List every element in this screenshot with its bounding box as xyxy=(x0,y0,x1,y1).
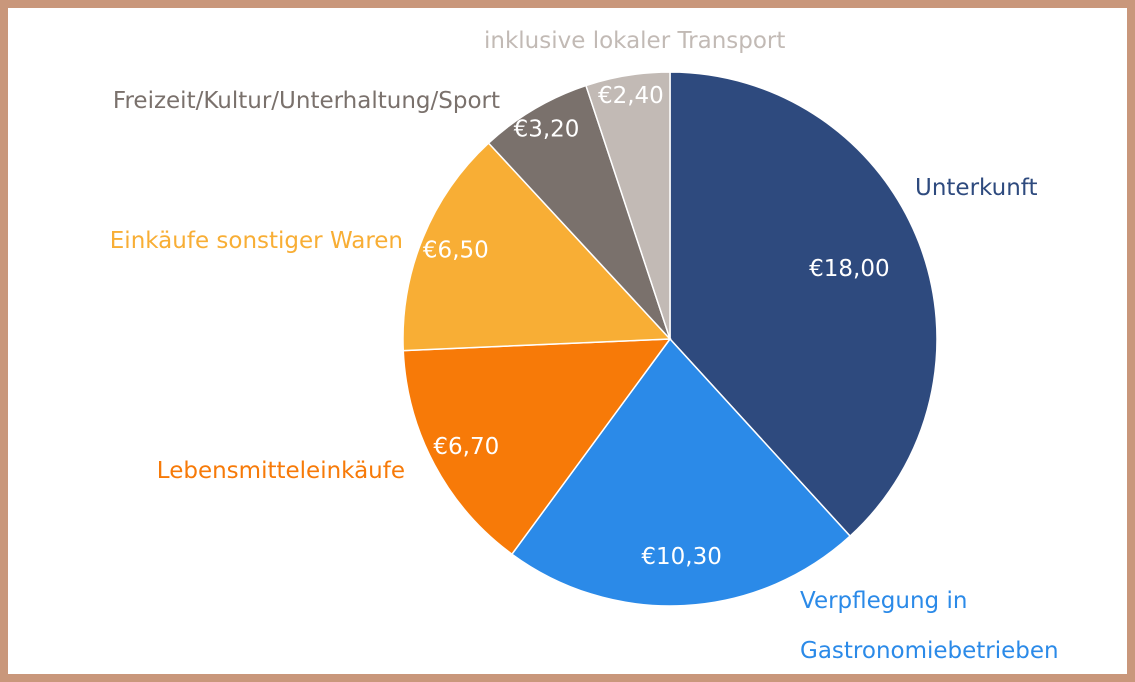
category-label: inklusive lokaler Transport xyxy=(484,28,786,54)
pie-slice xyxy=(510,337,852,607)
category-label: Unterkunft xyxy=(915,175,1038,201)
pie-slice xyxy=(402,142,672,352)
value-label: €6,50 xyxy=(423,237,489,263)
value-label: €3,20 xyxy=(514,116,580,142)
category-label: Einkäufe sonstiger Waren xyxy=(109,228,403,254)
pie-slice xyxy=(487,84,671,340)
pie-slice xyxy=(669,71,938,538)
category-label: Lebensmitteleinkäufe xyxy=(156,458,405,484)
category-label: Verpflegung in Gastronomiebetrieben xyxy=(800,588,1059,664)
value-label: €18,00 xyxy=(809,256,889,282)
category-label: Freizeit/Kultur/Unterhaltung/Sport xyxy=(112,88,500,114)
value-label: €10,30 xyxy=(641,544,721,570)
pie-slice xyxy=(585,71,671,340)
value-label: €6,70 xyxy=(433,434,499,460)
chart: €18,00 €10,30 €6,70 €6,50 €3,20 €2,40 xyxy=(402,71,938,607)
value-label: €2,40 xyxy=(598,83,664,109)
pie-slice xyxy=(402,338,672,556)
